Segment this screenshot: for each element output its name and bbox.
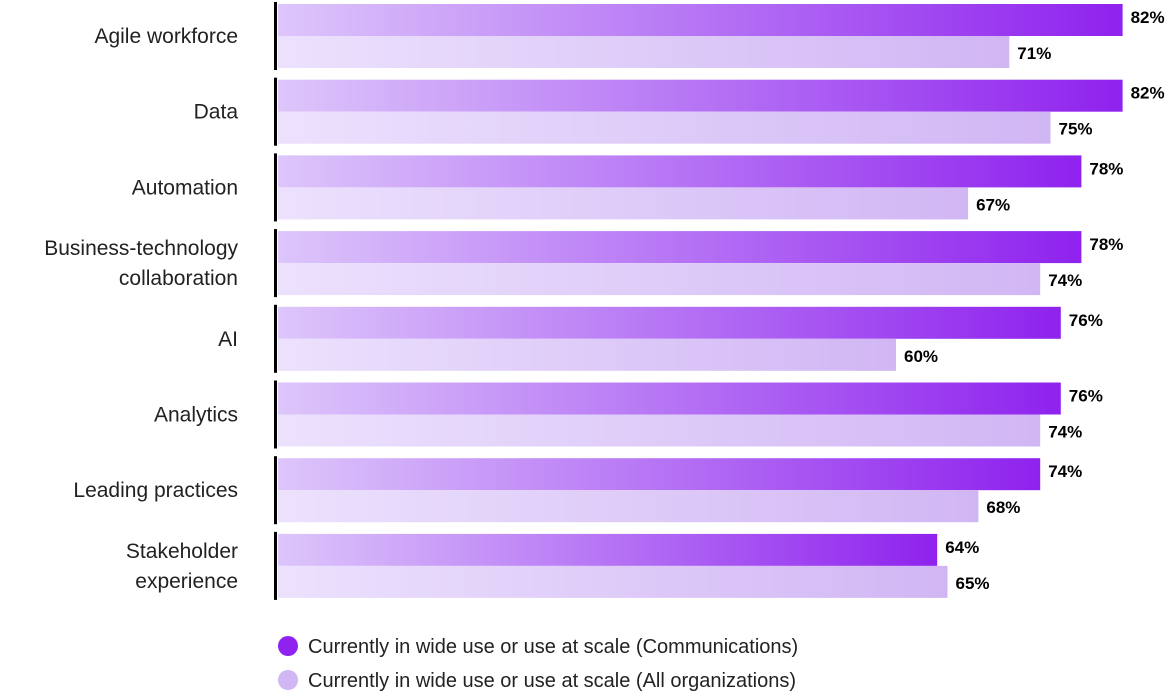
bar-communications-stakeholder-experience [278,533,938,566]
category-label-leading-practices: Leading practices [73,479,238,502]
bar-all-organizations-automation [278,187,969,220]
bar-communications-agile-workforce [278,4,1123,36]
axis-segment-ai [274,304,277,373]
value-label-all-organizations-leading-practices: 68% [986,498,1020,517]
category-label-business-technology-collaboration: Business-technology collaboration [44,237,238,290]
value-label-all-organizations-business-technology-collaboration: 74% [1048,271,1082,290]
bar-all-organizations-analytics [278,414,1041,447]
category-label-automation: Automation [132,176,238,199]
category-label-line: Analytics [154,404,238,427]
axis-segment-business-technology-collaboration [274,229,277,298]
bar-all-organizations-stakeholder-experience [278,565,948,598]
value-label-all-organizations-agile-workforce: 71% [1017,44,1051,63]
category-label-line: Agile workforce [94,25,238,48]
axis-segment-stakeholder-experience [274,531,277,600]
value-label-all-organizations-data: 75% [1059,120,1093,139]
category-label-line: AI [218,328,238,351]
bar-all-organizations-data [278,111,1051,144]
category-label-data: Data [194,101,239,124]
value-label-communications-data: 82% [1131,84,1165,103]
value-label-communications-ai: 76% [1069,311,1103,330]
bar-communications-data [278,79,1123,112]
bar-communications-ai [278,306,1061,339]
value-label-all-organizations-automation: 67% [976,195,1010,214]
bar-all-organizations-leading-practices [278,490,979,523]
bar-all-organizations-business-technology-collaboration [278,263,1041,296]
legend-label-communications: Currently in wide use or use at scale (C… [308,636,798,658]
bar-communications-business-technology-collaboration [278,231,1082,264]
value-label-all-organizations-stakeholder-experience: 65% [956,574,990,593]
category-label-line: Automation [132,176,238,199]
category-label-analytics: Analytics [154,404,238,427]
labels-group: Agile workforce 82% 71% Data 82% 75% Automatio… [44,8,1164,593]
value-label-communications-leading-practices: 74% [1048,462,1082,481]
category-label-line: Leading practices [73,479,238,502]
legend-marker-all-organizations [278,670,298,690]
value-label-communications-analytics: 76% [1069,387,1103,406]
axis-segment-leading-practices [274,456,277,525]
category-label-line: Stakeholder [126,540,238,563]
value-label-all-organizations-ai: 60% [904,347,938,366]
value-label-communications-agile-workforce: 82% [1131,8,1165,27]
bar-communications-automation [278,155,1082,188]
axis-segment-analytics [274,380,277,449]
value-label-communications-stakeholder-experience: 64% [945,538,979,557]
bar-communications-analytics [278,382,1061,415]
category-label-line: experience [135,570,238,593]
bar-all-organizations-agile-workforce [278,36,1010,68]
category-label-stakeholder-experience: Stakeholder experience [126,540,238,593]
legend: Currently in wide use or use at scale (C… [278,636,798,692]
value-label-communications-automation: 78% [1089,159,1123,178]
category-label-agile-workforce: Agile workforce [94,25,238,48]
bar-all-organizations-ai [278,338,896,371]
axis-group [274,2,277,600]
bar-communications-leading-practices [278,458,1041,491]
value-label-communications-business-technology-collaboration: 78% [1089,235,1123,254]
axis-segment-agile-workforce [274,2,277,70]
legend-marker-communications [278,636,298,656]
legend-label-all-organizations: Currently in wide use or use at scale (A… [308,670,796,692]
category-label-line: collaboration [119,267,238,290]
value-label-all-organizations-analytics: 74% [1048,423,1082,442]
axis-segment-data [274,77,277,146]
category-label-line: Business-technology [44,237,238,260]
bars-group [278,4,1123,598]
category-label-line: Data [194,101,239,124]
category-label-ai: AI [218,328,238,351]
axis-segment-automation [274,153,277,222]
